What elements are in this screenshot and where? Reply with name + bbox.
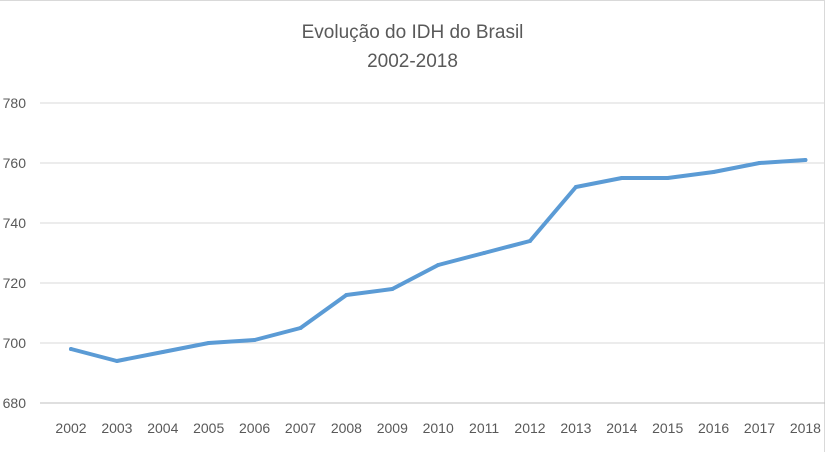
data-point xyxy=(711,170,716,174)
y-tick-label: 760 xyxy=(3,155,27,171)
x-tick-label: 2009 xyxy=(377,420,408,436)
y-tick-label: 780 xyxy=(3,95,27,111)
data-point xyxy=(482,251,487,255)
chart-subtitle: 2002-2018 xyxy=(367,51,458,72)
x-tick-label: 2005 xyxy=(193,420,224,436)
data-point xyxy=(69,347,73,351)
x-tick-label: 2012 xyxy=(514,420,545,436)
x-tick-label: 2017 xyxy=(744,420,775,436)
y-tick-label: 740 xyxy=(3,215,27,231)
data-point xyxy=(160,350,165,354)
x-tick-label: 2014 xyxy=(606,420,637,436)
data-point xyxy=(390,287,395,291)
x-tick-label: 2008 xyxy=(331,420,362,436)
data-point xyxy=(757,161,762,165)
x-tick-label: 2010 xyxy=(423,420,454,436)
data-point xyxy=(206,341,211,345)
series-line xyxy=(69,158,808,363)
data-point xyxy=(619,176,624,180)
data-point xyxy=(803,158,808,162)
data-point xyxy=(344,293,349,297)
x-tick-label: 2011 xyxy=(469,420,499,436)
data-point xyxy=(573,185,578,189)
gridlines xyxy=(40,102,825,404)
data-point xyxy=(436,263,441,267)
data-point xyxy=(252,338,257,342)
x-tick-label: 2004 xyxy=(147,420,178,436)
x-tick-label: 2013 xyxy=(560,420,591,436)
x-tick-label: 2015 xyxy=(652,420,683,436)
data-point xyxy=(528,239,532,243)
x-tick-label: 2007 xyxy=(285,420,316,436)
data-point xyxy=(298,326,303,330)
data-point xyxy=(114,359,119,363)
x-tick-label: 2018 xyxy=(790,420,821,436)
chart-title-block: Evolução do IDH do Brasil 2002-2018 xyxy=(0,18,825,76)
x-tick-label: 2016 xyxy=(698,420,729,436)
y-tick-label: 720 xyxy=(3,275,27,291)
chart-frame-top xyxy=(0,0,825,1)
y-tick-label: 700 xyxy=(3,335,27,351)
y-tick-label: 680 xyxy=(3,395,27,411)
y-axis-tick-labels: 680 700 720 740 760 780 xyxy=(3,95,27,411)
x-tick-label: 2003 xyxy=(101,420,132,436)
series-layer xyxy=(69,158,808,363)
chart-title: Evolução do IDH do Brasil xyxy=(301,22,524,43)
x-axis-tick-labels: 2002 2003 2004 2005 2006 2007 2008 2009 2010 2011… xyxy=(55,420,821,436)
x-tick-label: 2006 xyxy=(239,420,270,436)
data-point xyxy=(665,176,670,180)
x-tick-label: 2002 xyxy=(55,420,86,436)
